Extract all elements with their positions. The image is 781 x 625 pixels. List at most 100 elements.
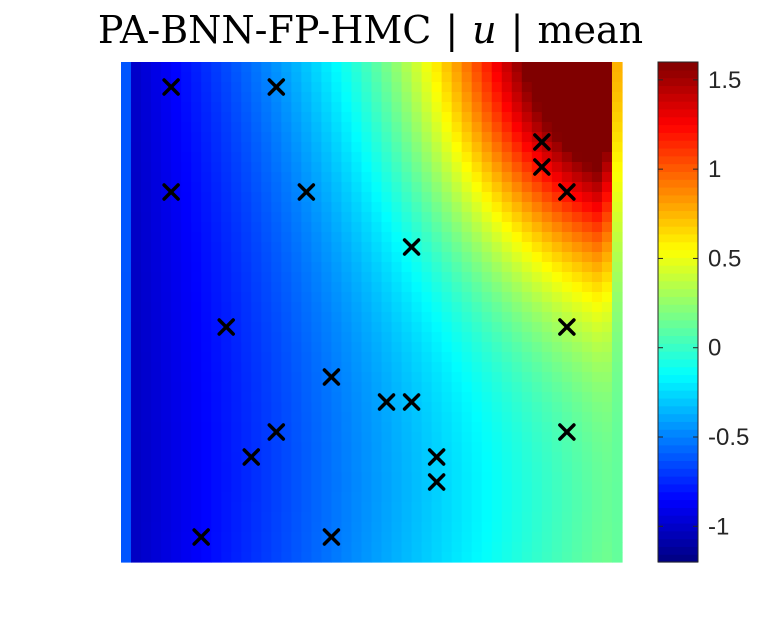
heatmap-cell [491,182,503,193]
heatmap-cell [561,182,573,193]
heatmap-cell [601,92,613,103]
heatmap-cell [281,452,292,463]
heatmap-cell [231,152,242,163]
chart-title: PA-BNN-FP-HMC | u | mean [0,8,741,52]
heatmap-cell [451,452,463,463]
heatmap-cell [531,92,543,103]
heatmap-cell [441,432,453,443]
heatmap-cell [161,522,172,533]
heatmap-cell [191,432,202,443]
heatmap-cell [171,532,182,543]
heatmap-cell [461,112,473,123]
heatmap-cell [181,202,192,213]
heatmap-cell [451,142,463,153]
heatmap-cell [351,262,363,273]
heatmap-cell [401,542,413,553]
heatmap-cell [331,392,343,403]
heatmap-cell [161,152,172,163]
heatmap-cell [521,442,533,453]
heatmap-cell [381,282,393,293]
heatmap-cell [171,322,182,333]
heatmap-cell [381,62,393,73]
heatmap-cell [431,192,443,203]
heatmap-cell [511,312,523,323]
heatmap-cell [231,92,242,103]
heatmap-cell [581,152,593,163]
heatmap-cell [471,402,483,413]
heatmap-cell [601,152,613,163]
heatmap-cell [161,272,172,283]
heatmap-cell [141,262,152,273]
heatmap-cell [131,242,142,253]
heatmap-cell [181,472,192,483]
heatmap-cell [361,532,373,543]
heatmap-cell [261,132,272,143]
heatmap-cell [491,442,503,453]
heatmap-cell [131,532,142,543]
heatmap-cell [601,482,613,493]
heatmap-cell [241,182,252,193]
heatmap-cell [411,312,423,323]
heatmap-cell [321,322,333,333]
heatmap-cell [321,382,333,393]
heatmap-cell [141,542,152,553]
heatmap-cell [181,512,192,523]
heatmap-cell [291,412,302,423]
heatmap-cell [331,172,343,183]
colorbar-segment [658,62,698,71]
heatmap-cell [551,92,563,103]
heatmap-cell [451,352,463,363]
heatmap-cell [181,372,192,383]
heatmap-cell [191,222,202,233]
heatmap-cell [521,152,533,163]
heatmap-cell [221,252,232,263]
heatmap-cell [361,452,373,463]
heatmap-cell [561,152,573,163]
colorbar-segment [658,116,698,126]
heatmap-cell [271,442,282,453]
heatmap-cell [281,132,292,143]
heatmap-cell [201,512,212,523]
heatmap-cell [421,282,433,293]
heatmap-cell [321,502,333,513]
heatmap-cell [371,482,383,493]
heatmap-cell [481,522,493,533]
heatmap-cell [611,122,623,133]
heatmap-cell [231,132,242,143]
heatmap-cell [181,452,192,463]
heatmap-cell [361,342,373,353]
heatmap-cell [241,292,252,303]
heatmap-cell [131,542,142,553]
heatmap-cell [211,102,222,113]
heatmap-cell [211,222,222,233]
heatmap-cell [491,362,503,373]
heatmap-cell [521,502,533,513]
heatmap-cell [581,402,593,413]
heatmap-cell [181,432,192,443]
heatmap-cell [141,322,152,333]
heatmap-cell [421,292,433,303]
heatmap-cell [471,132,483,143]
heatmap-cell [601,62,613,73]
heatmap-cell [381,552,393,563]
heatmap-cell [441,302,453,313]
heatmap-cell [561,452,573,463]
observation-marker [377,393,396,411]
heatmap-cell [221,422,232,433]
heatmap-cell [521,492,533,503]
heatmap-cell [431,222,443,233]
heatmap-cell [431,112,443,123]
heatmap-cell [121,242,132,253]
heatmap-cell [171,522,182,533]
heatmap-cell [121,262,132,273]
heatmap-cell [461,142,473,153]
heatmap-cell [591,122,603,133]
heatmap-cell [321,482,333,493]
heatmap-cell [531,282,543,293]
heatmap-cell [271,262,282,273]
heatmap-cell [281,402,292,413]
heatmap-cell [261,252,272,263]
heatmap-cell [251,232,262,243]
heatmap-cell [441,372,453,383]
